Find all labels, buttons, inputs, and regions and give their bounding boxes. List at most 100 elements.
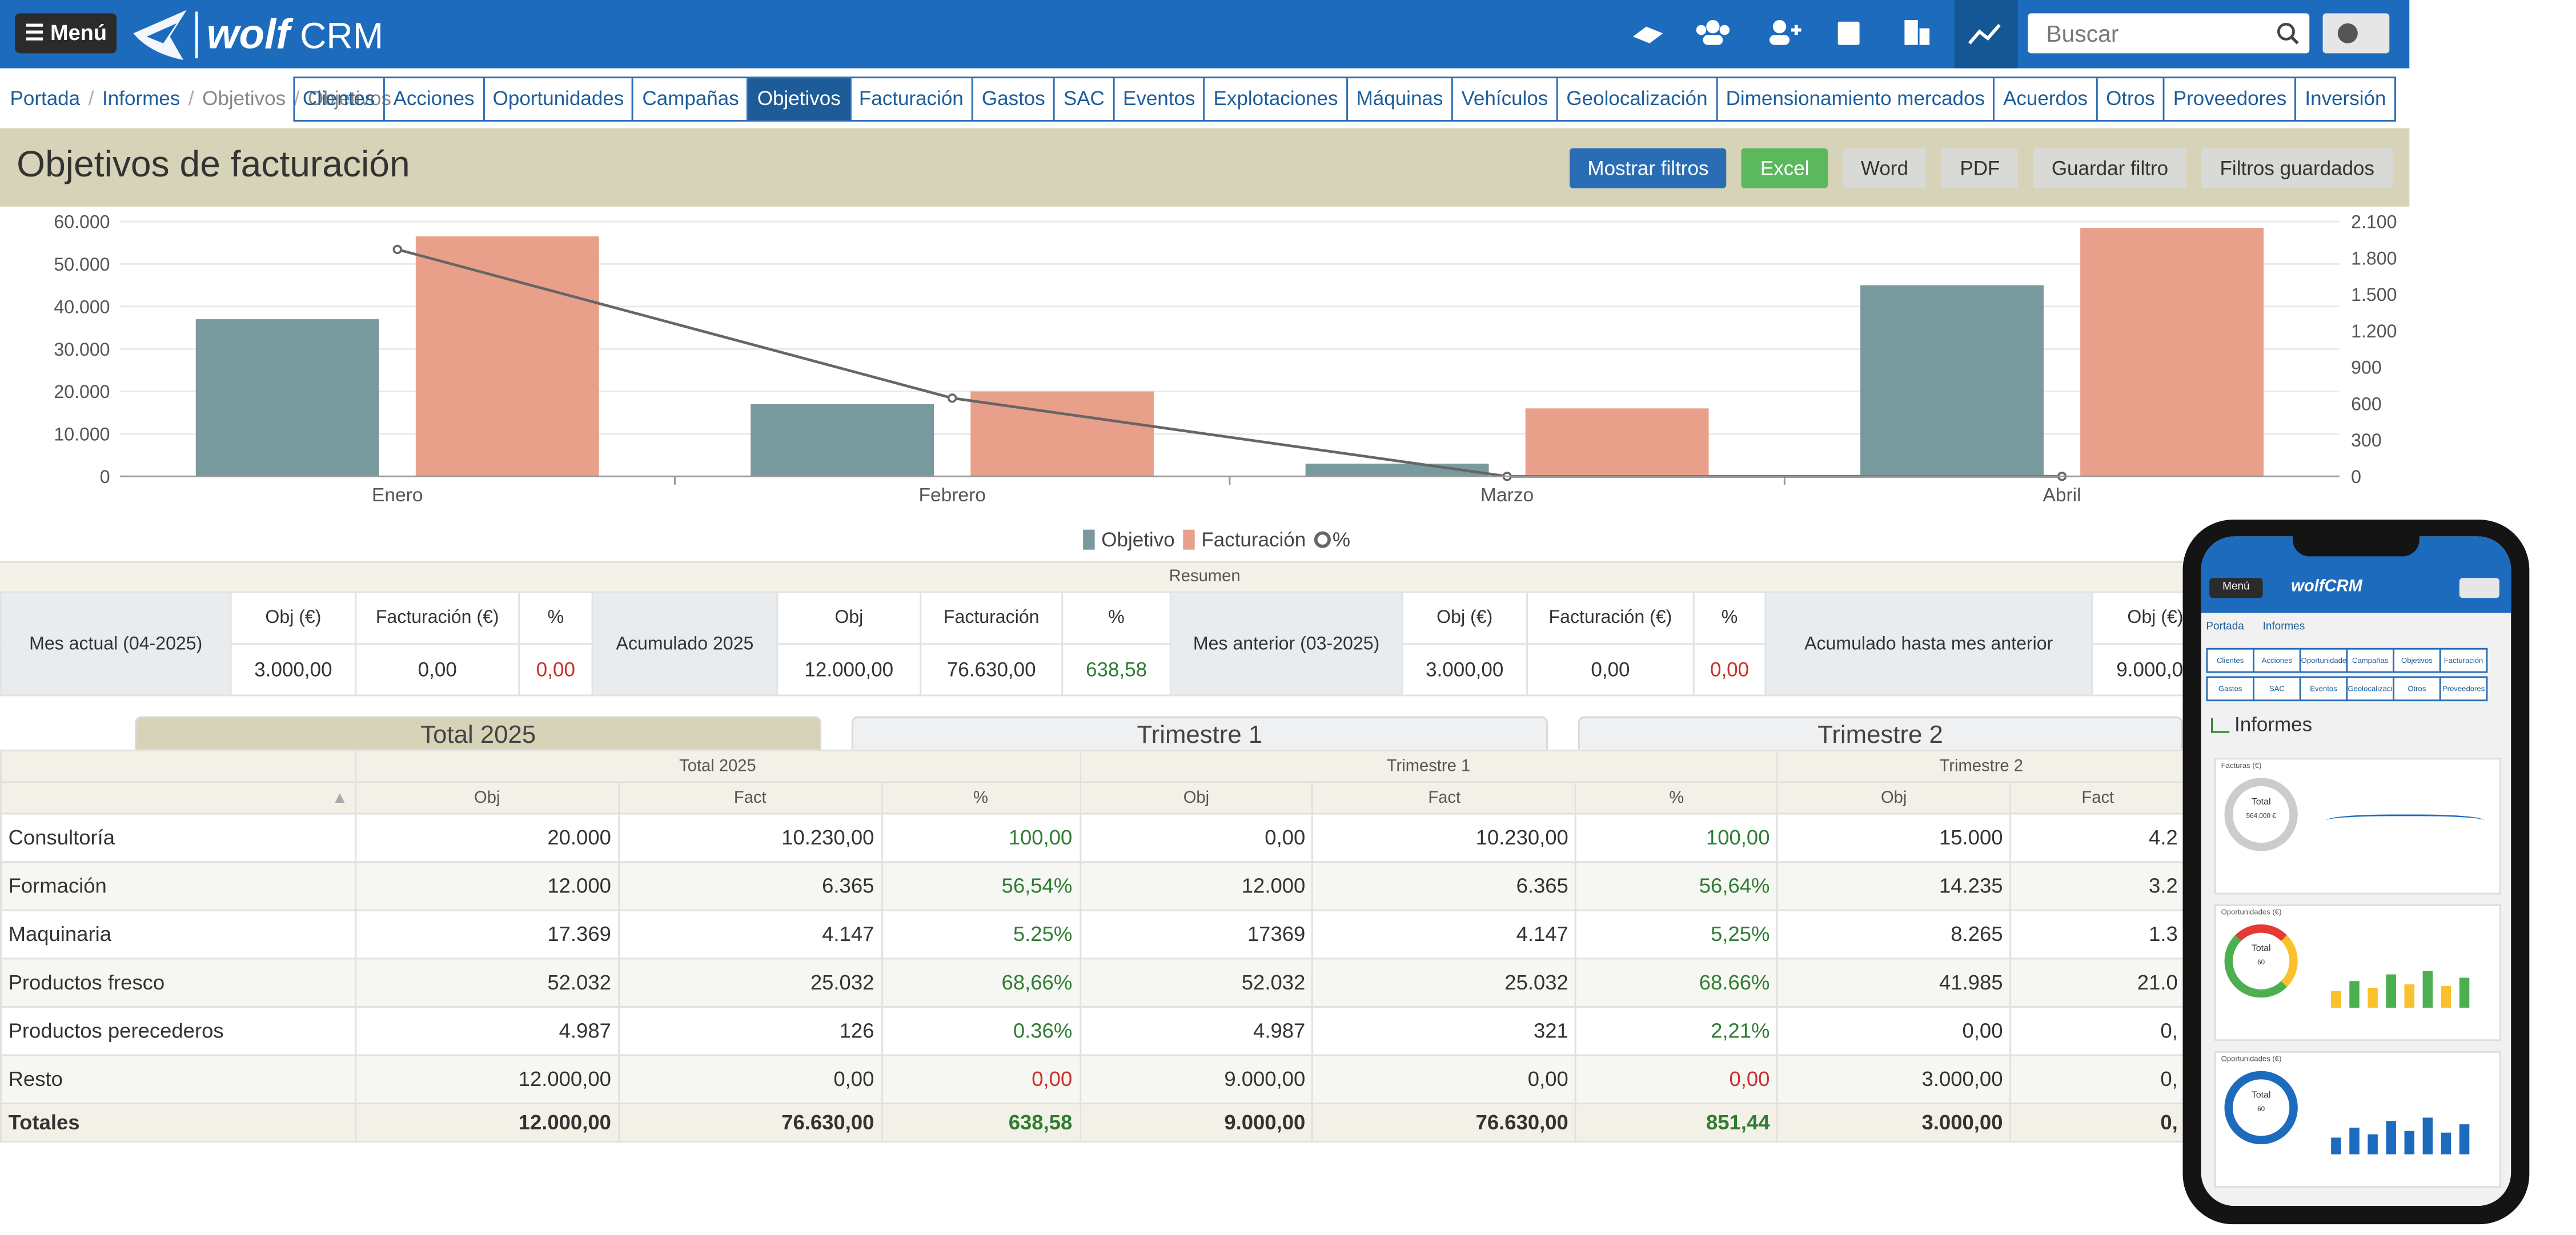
column-header[interactable]: % (1575, 781, 1779, 815)
action-button[interactable]: Excel (1742, 148, 1828, 188)
cell: 0,00 (881, 1054, 1081, 1105)
phone-tab[interactable]: Acciones (2253, 647, 2301, 673)
phone-ring-total: Total (2251, 798, 2271, 808)
sort-cell[interactable]: ▲ (0, 781, 356, 815)
breadcrumb-item[interactable]: Portada (10, 86, 81, 110)
module-tab[interactable]: Geolocalización (1558, 78, 1718, 120)
icon-calendar[interactable] (1837, 21, 1860, 45)
phone-tab[interactable]: Proveedores (2439, 676, 2488, 702)
phone-mini-bar (2386, 974, 2396, 1008)
module-tab[interactable]: Máquinas (1348, 78, 1453, 120)
phone-menu[interactable]: Menú (2209, 578, 2263, 598)
icon-handshake[interactable] (1632, 26, 1663, 43)
module-tab[interactable]: SAC (1055, 78, 1115, 120)
icon-building[interactable] (1904, 20, 1918, 45)
phone-tab[interactable]: Eventos (2299, 676, 2348, 702)
column-header[interactable]: Obj (1078, 781, 1314, 815)
menu-button[interactable]: ☰ Menú (15, 13, 117, 54)
phone-tab[interactable]: Gastos (2206, 676, 2254, 702)
period-tab[interactable]: Trimestre 1 (851, 716, 1548, 750)
toolbar-icons (1632, 0, 2390, 69)
phone-ring-amount: 60 (2257, 958, 2265, 966)
y2-tick-label: 900 (2351, 357, 2382, 378)
action-button[interactable]: Word (1842, 148, 1927, 188)
cell: 5,25% (1575, 909, 1779, 960)
breadcrumb-item[interactable]: Informes (102, 86, 180, 110)
summary-table: Mes actual (04-2025) Obj (€) Facturación (… (0, 591, 2325, 697)
module-tab[interactable]: Inversión (2305, 86, 2386, 110)
module-tab[interactable]: Acuerdos (1995, 78, 2098, 120)
column-header[interactable]: % (881, 781, 1081, 815)
y2-tick-label: 1.500 (2351, 284, 2397, 305)
icon-user-add[interactable] (1772, 20, 1787, 34)
phone-crumb[interactable]: Portada (2206, 621, 2244, 633)
row-label: Productos fresco (0, 958, 356, 1008)
search-icon[interactable] (2276, 22, 2300, 45)
module-tab[interactable]: Facturación (850, 78, 974, 120)
cell: 6.365 (1311, 861, 1577, 911)
cell: 17.369 (355, 909, 620, 960)
action-button[interactable]: Mostrar filtros (1569, 148, 1727, 188)
cell: 3.000,00 (1776, 1054, 2012, 1105)
cell: 9.000,00 (1078, 1103, 1314, 1143)
phone-tab[interactable]: Otros (2393, 676, 2441, 702)
module-tab[interactable]: Acciones (385, 78, 485, 120)
column-header[interactable]: Fact (617, 781, 882, 815)
module-tab[interactable]: Proveedores (2165, 78, 2297, 120)
cell: 100,00 (881, 812, 1081, 863)
module-tab[interactable]: Dimensionamiento mercados (1718, 78, 1995, 120)
phone-tab[interactable]: Geolocalización (2346, 676, 2395, 702)
data-row: Resto 12.000,00 0,00 0,00 9.000,00 0,00 0,00 3.… (0, 1054, 2186, 1105)
phone-tab[interactable]: Objetivos (2393, 647, 2441, 673)
search-placeholder: Buscar (2046, 20, 2119, 47)
module-tab[interactable]: Gastos (973, 78, 1056, 120)
row-label: Maquinaria (0, 909, 356, 960)
legend-swatch (1183, 529, 1195, 550)
column-header[interactable]: Obj (1776, 781, 2012, 815)
summary-column-header: Obj (€) (1401, 591, 1528, 645)
search-box[interactable]: Buscar (2028, 13, 2310, 54)
column-header[interactable]: Fact (1311, 781, 1577, 815)
data-row: Formación 12.000 6.365 56,54% 12.000 6.365 56,… (0, 861, 2186, 911)
action-button[interactable]: Filtros guardados (2201, 148, 2393, 188)
summary-header-row: Mes actual (04-2025) Obj (€) Facturación (… (0, 591, 2325, 697)
module-tab[interactable]: Eventos (1114, 78, 1205, 120)
module-tab[interactable]: Clientes (294, 78, 385, 120)
phone-tab[interactable]: Facturación (2439, 647, 2488, 673)
phone-crumb[interactable]: Informes (2262, 621, 2305, 633)
phone-mini-bar (2368, 987, 2378, 1008)
phone-card-title: Oportunidades (€) (2221, 1054, 2282, 1063)
phone-mini-bar (2441, 985, 2451, 1008)
logo: wolf CRM (133, 10, 383, 61)
column-header[interactable]: Obj (355, 781, 620, 815)
action-button[interactable]: PDF (1941, 148, 2019, 188)
phone-tab[interactable]: SAC (2253, 676, 2301, 702)
icon-chart[interactable] (1968, 23, 2001, 45)
y-tick-label: 50.000 (54, 254, 110, 275)
module-tab[interactable]: Campañas (634, 78, 749, 120)
module-tab[interactable]: Objetivos (749, 78, 851, 120)
phone-user[interactable] (2459, 578, 2499, 598)
icon-users[interactable] (1706, 20, 1720, 34)
x-tick-label: Enero (372, 485, 423, 506)
line-point (948, 393, 957, 403)
phone-tab[interactable]: Clientes (2206, 647, 2254, 673)
phone-mini-bar (2459, 977, 2470, 1008)
module-tab[interactable]: Oportunidades (484, 78, 634, 120)
legend-label: Facturación (1201, 529, 1306, 551)
action-button[interactable]: Guardar filtro (2033, 148, 2187, 188)
module-tab[interactable]: Vehículos (1453, 78, 1558, 120)
cell: 4.147 (1311, 909, 1577, 960)
phone-tab[interactable]: Campañas (2346, 647, 2395, 673)
cell: 4.2 (2009, 812, 2186, 863)
period-tab[interactable]: Total 2025 (135, 716, 822, 750)
cell: 0,00 (1575, 1054, 1779, 1105)
module-tab[interactable]: Explotaciones (1205, 78, 1349, 120)
period-tab[interactable]: Trimestre 2 (1578, 716, 2183, 750)
column-header[interactable]: Fact (2009, 781, 2186, 815)
phone-tab[interactable]: Oportunidades (2299, 647, 2348, 673)
module-tab[interactable]: Otros (2097, 78, 2165, 120)
bar (751, 404, 934, 477)
cell: 56,54% (881, 861, 1081, 911)
bar (1860, 285, 2044, 477)
